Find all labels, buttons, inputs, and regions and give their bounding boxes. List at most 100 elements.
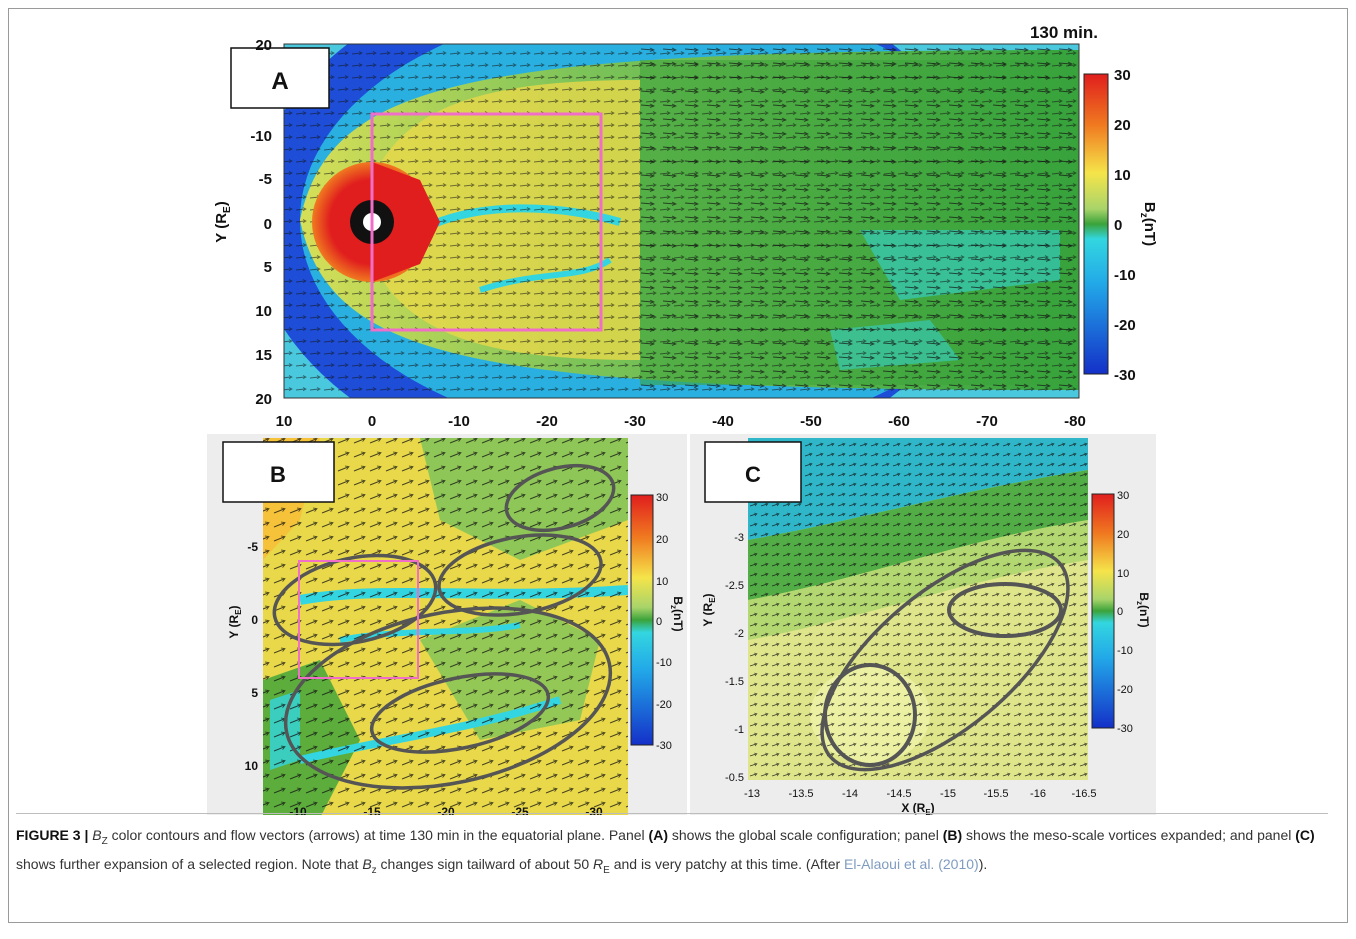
svg-text:Y (RE): Y (RE) — [701, 593, 717, 626]
panel-a-zoom-box — [370, 112, 603, 332]
panel-a-plot — [284, 44, 1079, 398]
panel-a-ylabel: Y (RE) — [213, 201, 233, 242]
panel-a-xtick: -30 — [624, 413, 646, 430]
panel-c-colorbar — [1091, 493, 1115, 729]
panel-b-label: B — [270, 462, 286, 487]
panel-a-cbar-tick: 10 — [1114, 167, 1131, 184]
panel-a-ytick: 10 — [255, 303, 272, 320]
panel-b-vortex-1 — [504, 463, 616, 533]
panel-c-xtick: -16 — [1030, 788, 1046, 800]
panel-a-cbar-tick: 0 — [1114, 217, 1122, 234]
panel-c-xtick: -14.5 — [886, 788, 911, 800]
panel-c-label-box — [704, 441, 802, 503]
panel-a-ytick: -10 — [250, 128, 272, 145]
panel-c-vortex-large — [820, 548, 1070, 772]
panel-a-cbar-tick: -10 — [1114, 267, 1136, 284]
panel-b-xtick: -30 — [585, 805, 603, 815]
panel-a-ytick: 5 — [264, 259, 272, 276]
figure-3-graphic: A 130 min. 20 -10 -5 0 5 10 15 20 10 0 -… — [207, 23, 1158, 815]
caption-text-7: ). — [978, 855, 988, 872]
panel-b-vortex-5 — [369, 672, 551, 754]
caption-text-1: color contours and flow vectors (arrows)… — [107, 827, 649, 843]
panel-c-ytick: -3 — [734, 532, 744, 544]
caption-text-6: and is very patchy at this time. (After — [609, 855, 845, 872]
svg-text:Y (RE): Y (RE) — [227, 605, 243, 638]
panel-a-ytick: 15 — [255, 347, 272, 364]
caption-re-symbol: R — [593, 855, 604, 872]
panel-a-cbar-tick: 20 — [1114, 117, 1131, 134]
panel-c-cbar-tick: -20 — [1117, 684, 1133, 696]
panel-b-ytick: -5 — [247, 540, 258, 554]
panel-c-ytick: -0.5 — [725, 772, 744, 784]
svg-text:Bz(nT): Bz(nT) — [669, 596, 685, 631]
panel-b-colorbar — [630, 494, 654, 746]
panel-a-cbar-tick: -20 — [1114, 317, 1136, 334]
panel-a-xtick: -80 — [1064, 413, 1086, 430]
caption-reference-link[interactable]: El-Alaoui et al. (2010) — [844, 855, 979, 872]
panel-a-xtick: -20 — [536, 413, 558, 430]
panel-a-xtick: -10 — [448, 413, 470, 430]
panel-b-cbar-tick: 20 — [656, 534, 668, 546]
svg-text:Bz(nT): Bz(nT) — [1138, 202, 1158, 246]
panel-c-xtick: -16.5 — [1071, 788, 1096, 800]
panel-c-ytick: -1 — [734, 724, 744, 736]
panel-b-cbar-tick: -30 — [656, 740, 672, 752]
panel-a-time-label: 130 min. — [1030, 23, 1098, 42]
figure-caption: FIGURE 3 | BZ color contours and flow ve… — [16, 824, 1328, 882]
panel-a-ytick: 0 — [264, 216, 272, 233]
panel-b-xtick: -10 — [289, 805, 307, 815]
panel-a-xtick: 10 — [276, 413, 293, 430]
panel-b-vortex-3 — [272, 553, 438, 647]
panel-c-xtick: -13.5 — [788, 788, 813, 800]
panel-b: B -5 0 5 10 -10 -15 -20 -25 -30 Y (RE) 3… — [207, 434, 687, 815]
panel-c-xlabel: X (RE) — [901, 801, 934, 815]
caption-panel-b: (B) — [942, 827, 963, 843]
panel-b-cbar-tick: 0 — [656, 616, 662, 628]
caption-bz2-sub: z — [371, 864, 377, 876]
panel-a-label: A — [271, 68, 288, 95]
caption-bz-symbol: B — [92, 827, 102, 843]
panel-b-cbar-tick: 10 — [656, 576, 668, 588]
caption-text-4: shows further expansion of a selected re… — [16, 855, 363, 872]
panel-a: A 130 min. 20 -10 -5 0 5 10 15 20 10 0 -… — [213, 23, 1158, 430]
caption-figure-label: FIGURE 3 | — [16, 827, 89, 843]
panel-c-ytick: -2 — [734, 628, 744, 640]
panel-b-ylabel: Y (RE) — [227, 605, 243, 638]
panel-c-cbar-tick: 0 — [1117, 606, 1123, 618]
panel-c-cbar-tick: 10 — [1117, 568, 1129, 580]
panel-b-xtick: -25 — [511, 805, 529, 815]
panel-b-cbar-label: Bz(nT) — [669, 596, 685, 631]
panel-a-xtick: -40 — [712, 413, 734, 430]
panel-c: C -3 -2.5 -2 -1.5 -1 -0.5 -13 -13.5 -14 … — [690, 434, 1156, 815]
panel-a-cbar-tick: -30 — [1114, 367, 1136, 384]
caption-bz2-symbol: B — [362, 855, 372, 872]
caption-panel-c: (C) — [1295, 827, 1315, 843]
panel-a-ytick: 20 — [255, 391, 272, 408]
panel-b-cbar-tick: -10 — [656, 657, 672, 669]
panel-b-label-box — [222, 441, 335, 503]
panel-c-ylabel: Y (RE) — [701, 593, 717, 626]
panel-a-xtick: -60 — [888, 413, 910, 430]
panel-b-vortex-4 — [283, 606, 613, 790]
panel-c-cbar-tick: -10 — [1117, 645, 1133, 657]
panel-b-vortex-2 — [437, 533, 603, 617]
panel-a-colorbar — [1083, 73, 1109, 375]
panel-c-cbar-label: Bz(nT) — [1135, 592, 1151, 627]
caption-bz-sub: Z — [101, 835, 108, 847]
panel-a-xtick: -50 — [800, 413, 822, 430]
panel-b-xtick: -20 — [437, 805, 455, 815]
svg-text:Bz(nT): Bz(nT) — [1135, 592, 1151, 627]
panel-c-xtick: -13 — [744, 788, 760, 800]
panel-c-label: C — [745, 462, 761, 487]
panel-b-xtick: -15 — [363, 805, 381, 815]
caption-panel-a: (A) — [648, 827, 668, 843]
caption-text-3: shows the meso-scale vortices expanded; … — [962, 827, 1296, 843]
caption-text-2: shows the global scale configuration; pa… — [667, 827, 943, 843]
panel-b-cbar-tick: 30 — [656, 492, 668, 504]
svg-text:Y (RE): Y (RE) — [213, 201, 233, 242]
panel-c-cbar-tick: 30 — [1117, 490, 1129, 502]
panel-b-ytick: 5 — [251, 686, 258, 700]
panel-a-label-box — [230, 47, 330, 109]
panel-c-ytick: -2.5 — [725, 580, 744, 592]
panel-a-cbar-tick: 30 — [1114, 67, 1131, 84]
